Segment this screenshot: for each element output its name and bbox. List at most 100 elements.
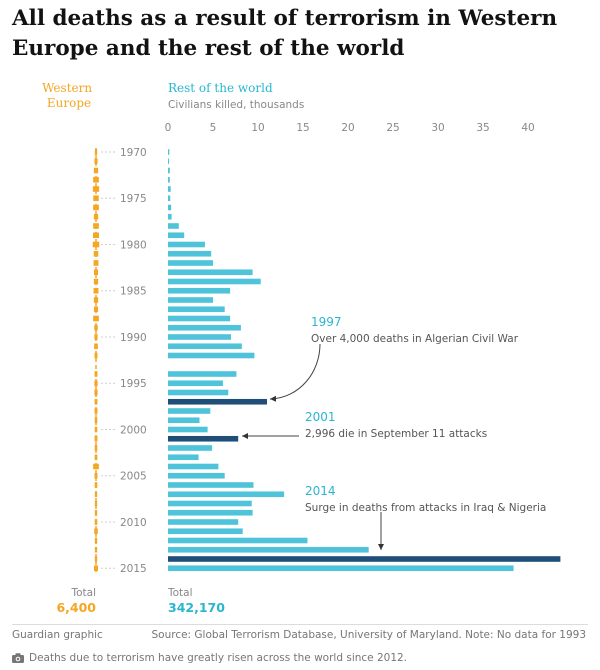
world-bar: [168, 482, 254, 488]
world-bar: [168, 519, 239, 525]
annotation-text-1997: Over 4,000 deaths in Algerian Civil War: [311, 333, 519, 345]
world-total-label: Total: [167, 587, 193, 599]
world-bar: [168, 158, 169, 165]
x-tick-label: 35: [476, 122, 489, 134]
x-axis-ticks: 0 5 10 15 20 25 30 35 40: [165, 122, 535, 134]
europe-bar: [94, 352, 98, 359]
graphic-credit: Guardian graphic: [12, 629, 103, 641]
world-bar: [168, 250, 212, 257]
world-bar: [168, 204, 172, 211]
europe-bar: [94, 556, 98, 562]
x-tick-label: 10: [251, 122, 264, 134]
europe-bar: [92, 241, 100, 248]
europe-bar: [94, 149, 98, 155]
world-bar: [168, 195, 171, 202]
europe-title-line-1: Western: [42, 81, 92, 95]
source-note: Source: Global Terrorism Database, Unive…: [151, 629, 586, 641]
x-tick-label: 40: [521, 122, 534, 134]
annotation-title-1997: 1997: [311, 315, 342, 329]
highlight-bar-2014: [168, 556, 561, 562]
europe-bar: [93, 269, 99, 276]
europe-bars: [92, 149, 100, 572]
x-tick-label: 30: [431, 122, 444, 134]
world-bar: [168, 454, 199, 461]
world-bar: [168, 334, 231, 340]
world-bar: [168, 297, 213, 303]
annotations: 1997 Over 4,000 deaths in Algerian Civil …: [242, 315, 546, 550]
europe-bar: [94, 454, 98, 461]
world-bar: [168, 500, 252, 507]
europe-bar: [94, 334, 98, 340]
camera-icon: [12, 653, 24, 663]
europe-title-line-2: Europe: [47, 96, 91, 110]
world-bar: [168, 426, 208, 433]
europe-bar: [93, 463, 99, 470]
world-bar: [168, 537, 308, 544]
europe-bar: [93, 306, 99, 313]
annotation-arrow-1997: [269, 343, 321, 402]
europe-bar: [94, 445, 98, 451]
year-axis: 1970 1975 1980 1985 1990 1995 2000 2005 2010 2015: [101, 147, 147, 575]
annotation-title-2014: 2014: [305, 484, 336, 498]
europe-bar: [94, 528, 98, 535]
europe-bar: [94, 158, 98, 165]
chart-title: All deaths as a result of terrorism in W…: [12, 6, 558, 61]
europe-bar: [92, 186, 100, 192]
year-label: 1970: [120, 147, 147, 159]
europe-bar: [94, 482, 98, 488]
world-bar: [168, 463, 219, 470]
europe-bar: [94, 380, 98, 387]
world-bar: [168, 546, 369, 553]
year-label: 1975: [120, 193, 147, 205]
world-bar: [168, 223, 179, 229]
europe-bar: [94, 343, 98, 350]
europe-bar: [93, 176, 99, 183]
year-label: 2000: [120, 424, 147, 436]
world-bar: [168, 260, 213, 266]
world-bar: [168, 176, 170, 183]
highlight-bar-2001: [168, 435, 239, 442]
x-axis-label: Civilians killed, thousands: [168, 99, 304, 111]
year-label: 1990: [120, 332, 147, 344]
caption-text: Deaths due to terrorism have greatly ris…: [29, 652, 408, 664]
highlight-bar-1997: [168, 398, 267, 405]
annotation-title-2001: 2001: [305, 410, 336, 424]
x-tick-label: 0: [165, 122, 172, 134]
europe-total-label: Total: [70, 587, 96, 599]
europe-bar: [94, 408, 98, 414]
x-tick-label: 15: [296, 122, 309, 134]
world-bar: [168, 389, 229, 396]
europe-bar: [93, 204, 99, 211]
world-bar: [168, 167, 170, 174]
europe-bar: [94, 435, 98, 442]
world-total-value: 342,170: [168, 600, 225, 615]
europe-bar: [93, 223, 99, 229]
world-bar: [168, 278, 261, 285]
europe-bar: [93, 297, 99, 303]
world-bar: [168, 306, 225, 313]
world-bar: [168, 380, 223, 387]
world-bar: [168, 149, 170, 155]
world-bar: [168, 324, 241, 331]
europe-bar: [94, 417, 98, 424]
europe-bar: [93, 315, 99, 322]
europe-bar: [93, 167, 99, 174]
europe-bar: [93, 250, 99, 257]
year-label: 1985: [120, 286, 147, 298]
world-bar: [168, 371, 237, 377]
world-bar: [168, 287, 231, 294]
europe-bar: [94, 519, 98, 525]
world-bar: [168, 445, 213, 451]
year-label: 1980: [120, 239, 147, 251]
europe-bar: [93, 213, 99, 220]
world-column-title: Rest of the world: [168, 81, 273, 95]
world-bar: [168, 343, 242, 350]
europe-bar: [94, 389, 98, 396]
world-bar: [168, 186, 171, 192]
europe-bar: [94, 509, 98, 516]
year-label: 1995: [120, 378, 147, 390]
world-bar: [168, 528, 243, 535]
world-bar: [168, 472, 225, 479]
world-bar: [168, 232, 185, 239]
europe-bar: [94, 491, 98, 498]
